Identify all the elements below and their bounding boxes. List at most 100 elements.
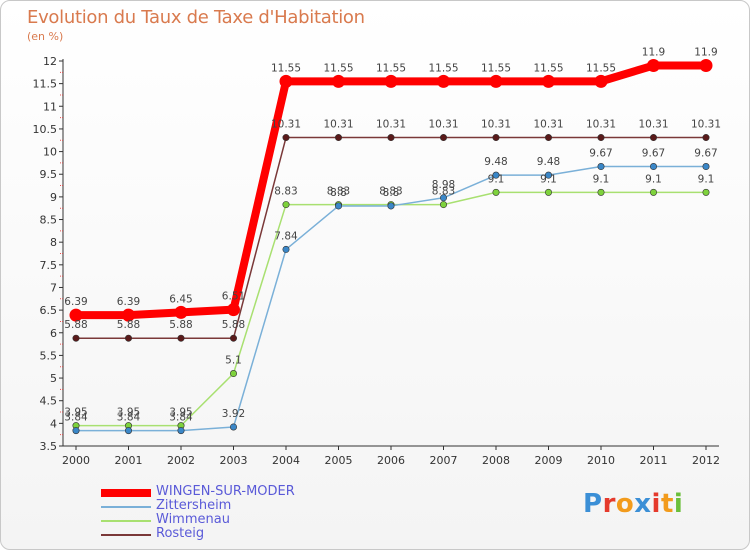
data-point: [489, 74, 503, 88]
data-label: 8.83: [327, 186, 350, 198]
data-point: [649, 134, 657, 142]
data-point: [227, 303, 240, 317]
data-point: [597, 163, 605, 171]
data-label: 9.67: [642, 148, 665, 160]
data-label: 10.31: [481, 119, 511, 131]
data-point: [282, 201, 290, 209]
data-label: 3.92: [222, 408, 245, 420]
data-label: 9.67: [694, 148, 717, 160]
legend-label: Rosteig: [156, 526, 205, 541]
data-point: [542, 74, 555, 88]
data-label: 6.45: [169, 293, 192, 305]
y-tick-label: 9.5: [40, 168, 58, 181]
data-label: 9.48: [484, 156, 507, 168]
data-point: [177, 427, 185, 435]
data-point: [649, 163, 657, 171]
data-point: [439, 134, 447, 142]
data-label: 11.55: [271, 62, 301, 74]
x-tick-label: 2004: [272, 454, 300, 467]
data-label: 9.1: [540, 173, 557, 185]
y-tick-label: 8.5: [40, 214, 58, 227]
data-label: 10.31: [428, 119, 458, 131]
data-point: [702, 188, 710, 196]
x-tick-label: 2000: [62, 454, 90, 467]
data-label: 9.1: [488, 173, 505, 185]
data-point: [332, 74, 345, 88]
legend-swatch: [101, 506, 151, 508]
data-label: 5.88: [169, 319, 192, 331]
data-point: [279, 74, 293, 88]
x-tick-label: 2005: [325, 454, 353, 467]
data-point: [439, 201, 447, 209]
data-label: 6.39: [64, 296, 87, 308]
series-line-rosteig: [75, 136, 707, 339]
y-tick-label: 6: [50, 327, 57, 340]
y-tick-label: 9: [50, 191, 57, 204]
logo-letter: x: [634, 489, 652, 519]
x-tick-label: 2001: [115, 454, 143, 467]
legend-swatch: [101, 520, 151, 522]
data-label: 3.95: [169, 407, 192, 419]
data-label: 5.88: [222, 319, 245, 331]
y-tick-label: 11.5: [33, 78, 58, 91]
data-label: 8.8: [330, 187, 347, 199]
data-point: [230, 423, 238, 431]
data-point: [174, 305, 188, 319]
data-label: 11.55: [323, 62, 353, 74]
unit-label: (en %): [27, 30, 64, 43]
logo-letter: t: [660, 489, 674, 519]
y-tick-label: 8: [50, 236, 57, 249]
y-tick-label: 6.5: [40, 304, 58, 317]
data-label: 8.83: [274, 186, 297, 198]
data-point: [544, 134, 552, 142]
data-point: [492, 171, 500, 179]
legend-label: Wimmenau: [156, 512, 230, 527]
data-point: [177, 334, 185, 342]
proxiti-logo: Proxiti: [583, 489, 683, 519]
legend-swatch: [101, 489, 151, 497]
data-point: [384, 74, 398, 88]
data-label: 9.1: [593, 173, 610, 185]
data-label: 6.51: [222, 291, 245, 303]
legend-label: WINGEN-SUR-MODER: [156, 484, 295, 499]
data-point: [334, 202, 342, 210]
data-point: [647, 59, 660, 73]
data-point: [597, 188, 605, 196]
data-label: 10.31: [376, 119, 406, 131]
data-point: [282, 245, 290, 253]
data-label: 10.31: [323, 119, 353, 131]
data-point: [125, 427, 133, 435]
data-label: 8.8: [383, 187, 400, 199]
chart-title: Evolution du Taux de Taxe d'Habitation: [27, 7, 365, 28]
data-label: 8.83: [432, 186, 455, 198]
data-label: 3.84: [117, 412, 141, 424]
data-label: 9.1: [645, 173, 662, 185]
data-label: 10.31: [638, 119, 668, 131]
logo-letter: o: [615, 489, 635, 519]
data-point: [544, 171, 552, 179]
x-tick-label: 2008: [482, 454, 510, 467]
data-point: [387, 134, 395, 142]
data-label: 11.55: [428, 62, 458, 74]
x-tick-label: 2011: [640, 454, 668, 467]
data-point: [230, 370, 238, 378]
data-label: 5.1: [225, 355, 242, 367]
data-point: [282, 134, 290, 142]
data-label: 8.98: [432, 179, 455, 191]
data-label: 11.55: [481, 62, 511, 74]
data-point: [125, 334, 133, 342]
data-label: 3.84: [169, 412, 193, 424]
y-tick-label: 3.5: [40, 440, 58, 453]
data-point: [649, 188, 657, 196]
data-point: [492, 134, 500, 142]
y-tick-label: 10.5: [33, 123, 58, 136]
data-label: 6.39: [117, 296, 140, 308]
data-point: [230, 334, 238, 342]
x-tick-label: 2003: [220, 454, 248, 467]
x-tick-label: 2009: [535, 454, 563, 467]
data-point: [597, 134, 605, 142]
logo-letter: r: [602, 489, 616, 519]
y-tick-label: 4.5: [40, 395, 58, 408]
